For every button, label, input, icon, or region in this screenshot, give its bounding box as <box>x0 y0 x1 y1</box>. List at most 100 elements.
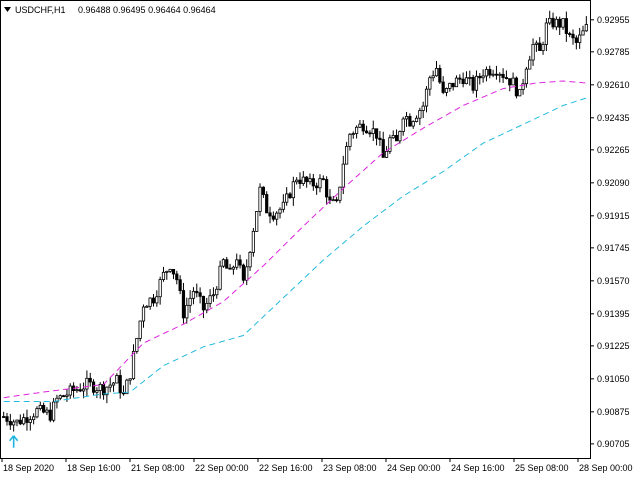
candle-body <box>125 379 129 395</box>
candle-body <box>158 279 162 298</box>
candle-body <box>321 178 325 181</box>
candle-body <box>458 77 462 80</box>
candle-body <box>368 132 372 135</box>
candle-body <box>68 385 72 396</box>
candle-body <box>118 375 122 394</box>
candle-body <box>384 151 389 158</box>
candle-body <box>32 416 36 421</box>
candle-body <box>581 30 585 36</box>
candle-body <box>161 271 166 280</box>
price-tick-label: 0.92610 <box>597 80 630 90</box>
time-tick-label: 24 Sep 00:00 <box>387 463 441 473</box>
candle-body <box>388 137 392 152</box>
candle-body <box>361 123 365 132</box>
candle-body <box>551 17 555 28</box>
candle-body <box>501 73 505 78</box>
candle-body <box>18 419 22 425</box>
candle-body <box>75 389 79 392</box>
candle-body <box>504 77 509 80</box>
candle-body <box>338 186 342 201</box>
candle-body <box>488 69 492 76</box>
candle-body <box>494 73 499 76</box>
candle-body <box>208 295 212 304</box>
time-tick-label: 22 Sep 16:00 <box>259 463 313 473</box>
candle-body <box>431 75 435 79</box>
candle-body <box>291 181 295 199</box>
dropdown-triangle-icon[interactable] <box>4 7 11 12</box>
candle-body <box>335 199 339 202</box>
candles <box>2 10 588 432</box>
candle-body <box>408 116 412 127</box>
candle-body <box>265 194 269 214</box>
candle-body <box>428 77 432 90</box>
candle-body <box>398 131 402 142</box>
candle-body <box>394 135 399 142</box>
candle-body <box>464 77 469 85</box>
candle-body <box>288 193 292 199</box>
candle-body <box>541 44 545 51</box>
price-tick-label: 0.91225 <box>597 341 630 351</box>
candle-body <box>508 78 512 86</box>
candle-body <box>301 176 305 184</box>
candle-body <box>258 186 262 212</box>
time-tick-label: 28 Sep 00:00 <box>579 463 633 473</box>
candle-body <box>311 178 315 187</box>
candle-body <box>78 389 82 392</box>
candle-body <box>354 126 359 134</box>
up-arrow-icon <box>9 435 19 448</box>
candle-body <box>58 395 62 399</box>
candle-body <box>424 88 429 107</box>
candle-body <box>584 24 588 32</box>
symbol-timeframe-label: USDCHF,H1 <box>15 5 66 15</box>
candle-body <box>331 199 335 202</box>
candle-body <box>374 128 379 139</box>
candle-body <box>22 417 26 425</box>
candle-body <box>2 416 6 418</box>
candle-body <box>391 135 395 139</box>
candle-body <box>215 288 219 296</box>
candle-body <box>441 81 445 93</box>
price-axis: 0.92955 0.92785 0.92610 0.92435 0.92265 0.920… <box>590 15 630 449</box>
time-tick-label: 25 Sep 08:00 <box>515 463 569 473</box>
candle-body <box>225 259 229 269</box>
candle-body <box>578 34 582 43</box>
candle-body <box>414 117 419 122</box>
price-tick-label: 0.91570 <box>597 276 630 286</box>
candle-body <box>101 383 106 396</box>
candle-body <box>564 18 568 34</box>
candle-body <box>178 279 182 291</box>
time-tick-label: 18 Sep 16:00 <box>67 463 121 473</box>
candle-body <box>81 388 86 392</box>
candle-body <box>221 259 226 267</box>
time-tick-label: 24 Sep 16:00 <box>451 463 505 473</box>
price-tick-label: 0.90705 <box>597 439 630 449</box>
price-tick-label: 0.92785 <box>597 47 630 57</box>
candle-body <box>491 73 495 76</box>
candle-body <box>348 133 352 147</box>
candle-body <box>454 77 459 88</box>
candle-body <box>444 88 449 93</box>
ohlc-values: 0.96488 0.96495 0.96464 0.96464 <box>78 5 216 15</box>
price-tick-label: 0.92265 <box>597 145 630 155</box>
candle-body <box>38 405 42 410</box>
candle-body <box>151 297 156 304</box>
candle-body <box>241 264 245 281</box>
candle-body <box>218 265 222 290</box>
candle-body <box>404 116 409 120</box>
candle-body <box>235 259 239 268</box>
candle-body <box>271 215 275 220</box>
candle-body <box>141 306 146 322</box>
candle-body <box>88 377 92 383</box>
candle-body <box>345 146 349 165</box>
candle-body <box>421 105 425 111</box>
candle-body <box>168 268 172 272</box>
candle-body <box>138 320 142 339</box>
candle-body <box>238 259 242 266</box>
candle-body <box>268 212 272 217</box>
candle-body <box>105 386 109 396</box>
candle-body <box>128 378 132 381</box>
candle-body <box>568 33 572 35</box>
candle-body <box>558 18 562 28</box>
